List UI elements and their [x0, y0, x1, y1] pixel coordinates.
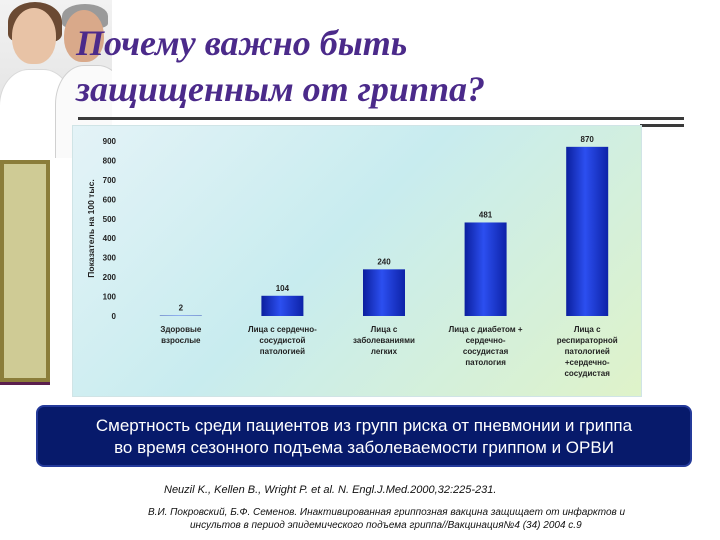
x-tick-label: Лица с диабетом + — [449, 325, 523, 334]
slide-title-line1: Почему важно быть — [76, 23, 408, 63]
bar-chart: 0 100 200 300 400 500 600 700 800 900 Показатель н… — [86, 135, 618, 378]
data-label: 240 — [377, 257, 391, 266]
x-tick-label: сосудистая — [564, 369, 610, 378]
x-tick-label: Здоровые — [160, 325, 202, 334]
bar — [464, 222, 507, 316]
y-tick-label: 300 — [103, 254, 117, 263]
reference-2: В.И. Покровский, Б.Ф. Семенов. Инактивир… — [148, 507, 626, 518]
x-tick-label: +сердечно- — [565, 358, 610, 367]
x-tick-label: заболеваниями — [353, 336, 415, 345]
references: Neuzil K., Kellen B., Wright P. et al. N… — [148, 484, 708, 532]
x-tick-label: Лица с сердечно- — [248, 325, 317, 334]
bar — [566, 146, 609, 316]
x-tick-label: легких — [371, 347, 398, 356]
data-label: 481 — [479, 210, 493, 219]
doctor-male-face — [64, 10, 104, 62]
doctor-female-face — [12, 8, 56, 64]
y-tick-label: 100 — [103, 293, 117, 302]
x-tick-label: патологией — [565, 347, 610, 356]
x-tick-label: респираторной — [557, 336, 618, 345]
caption-line2: во время сезонного подъема заболеваемост… — [114, 438, 614, 457]
chart-panel: 0 100 200 300 400 500 600 700 800 900 Показатель н… — [72, 125, 642, 397]
x-tick-label: патология — [465, 358, 506, 367]
decorative-underline — [0, 382, 50, 385]
x-tick-label: сердечно- — [466, 336, 506, 345]
y-tick-label: 200 — [103, 273, 117, 282]
y-tick-label: 500 — [103, 215, 117, 224]
bar — [261, 295, 304, 316]
reference-3: инсультов в период эпидемического подъем… — [190, 520, 582, 531]
title-rule — [78, 117, 684, 120]
caption-line1: Смертность среди пациентов из групп риск… — [95, 416, 633, 435]
x-tick-label: сосудистой — [259, 336, 305, 345]
y-axis-label: Показатель на 100 тыс. — [86, 179, 96, 277]
x-tick-label: патологией — [260, 347, 305, 356]
chart-caption: Смертность среди пациентов из групп риск… — [36, 405, 692, 467]
x-tick-label: взрослые — [161, 336, 201, 345]
data-label: 870 — [581, 135, 595, 144]
y-tick-label: 800 — [103, 156, 117, 165]
bar — [363, 269, 405, 316]
x-tick-label: Лица с — [371, 325, 398, 334]
x-tick-label: сосудистая — [463, 347, 509, 356]
y-tick-label: 600 — [103, 195, 117, 204]
y-tick-label: 0 — [112, 312, 117, 321]
decorative-column-inner — [4, 164, 46, 378]
y-tick-label: 400 — [103, 234, 117, 243]
data-label: 2 — [179, 304, 184, 313]
y-tick-label: 700 — [103, 176, 117, 185]
slide-title-line2: защищенным от гриппа? — [76, 69, 485, 109]
data-label: 104 — [276, 284, 290, 293]
y-tick-label: 900 — [103, 137, 117, 146]
title-rule-short — [640, 124, 684, 127]
x-tick-label: Лица с — [574, 325, 601, 334]
slide-title: Почему важно быть защищенным от гриппа? — [76, 20, 596, 112]
reference-1: Neuzil K., Kellen B., Wright P. et al. N… — [164, 484, 497, 496]
